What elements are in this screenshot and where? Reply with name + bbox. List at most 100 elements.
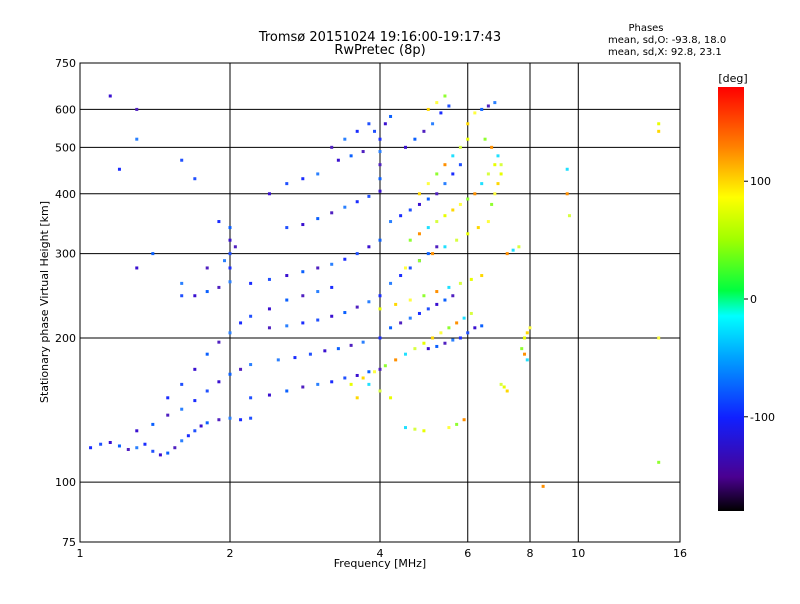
data-point — [389, 326, 393, 330]
data-point — [435, 302, 439, 306]
data-point — [378, 336, 382, 340]
data-point — [657, 336, 661, 340]
data-point — [316, 318, 320, 322]
data-point — [117, 167, 121, 171]
data-point — [435, 172, 439, 176]
data-point — [447, 104, 451, 108]
data-point — [285, 274, 289, 278]
data-point — [443, 245, 447, 249]
data-point — [435, 220, 439, 224]
data-point — [343, 376, 347, 380]
data-point — [462, 316, 466, 320]
data-point — [205, 421, 209, 425]
data-point — [355, 373, 359, 377]
data-point — [413, 347, 417, 351]
data-point — [223, 259, 227, 263]
data-point — [466, 137, 470, 141]
data-point — [373, 129, 377, 133]
data-point — [399, 214, 403, 218]
y-tick-label: 100 — [55, 476, 76, 489]
x-tick-label: 2 — [227, 547, 234, 560]
data-point — [378, 367, 382, 371]
data-point — [486, 172, 490, 176]
data-point — [330, 314, 334, 318]
data-point — [217, 220, 221, 224]
data-point — [443, 341, 447, 345]
y-tick-label: 200 — [55, 332, 76, 345]
data-point — [480, 107, 484, 111]
data-point — [367, 122, 371, 126]
data-point — [565, 192, 569, 196]
data-point — [476, 226, 480, 230]
data-point — [394, 358, 398, 362]
data-point — [158, 453, 162, 457]
data-point — [199, 424, 203, 428]
data-point — [166, 451, 170, 455]
data-point — [239, 418, 243, 422]
data-point — [408, 208, 412, 212]
data-point — [455, 422, 459, 426]
data-point — [355, 200, 359, 204]
data-point — [417, 311, 421, 315]
data-point — [394, 302, 398, 306]
y-tick-label: 300 — [55, 248, 76, 261]
data-point — [378, 189, 382, 193]
data-point — [349, 382, 353, 386]
data-point — [458, 336, 462, 340]
data-point — [217, 380, 221, 384]
data-point — [493, 101, 497, 105]
data-point — [355, 396, 359, 400]
data-point — [435, 101, 439, 105]
data-point — [355, 305, 359, 309]
data-point — [173, 446, 177, 450]
data-point — [336, 158, 340, 162]
data-point — [180, 382, 184, 386]
data-point — [89, 446, 93, 450]
data-point — [426, 347, 430, 351]
data-point — [330, 262, 334, 266]
data-point — [378, 137, 382, 141]
y-axis-label: Stationary phase Virtual Height [km] — [38, 201, 51, 403]
data-point — [249, 281, 253, 285]
data-point — [473, 192, 477, 196]
data-point — [228, 238, 232, 242]
data-point — [389, 281, 393, 285]
data-point — [361, 376, 365, 380]
data-point — [426, 182, 430, 186]
stats-heading: Phases — [628, 23, 663, 34]
data-point — [343, 137, 347, 141]
colorbar-ticks: 100 0 -100 — [744, 175, 775, 424]
data-point — [462, 418, 466, 422]
data-point — [367, 300, 371, 304]
data-point — [451, 154, 455, 158]
data-point — [480, 274, 484, 278]
data-point — [496, 154, 500, 158]
data-point — [267, 192, 271, 196]
x-axis-label: Frequency [MHz] — [334, 557, 426, 570]
data-point — [343, 257, 347, 261]
data-point — [413, 137, 417, 141]
data-point — [541, 484, 545, 488]
data-point — [135, 137, 139, 141]
y-tick-label: 750 — [55, 57, 76, 70]
data-point — [267, 307, 271, 311]
colorbar-tick-label: 0 — [750, 293, 757, 306]
data-point — [422, 429, 426, 433]
data-point — [228, 226, 232, 230]
data-point — [469, 311, 473, 315]
data-point — [180, 281, 184, 285]
data-point — [496, 182, 500, 186]
data-point — [205, 266, 209, 270]
data-point — [426, 307, 430, 311]
data-point — [285, 324, 289, 328]
data-point — [435, 192, 439, 196]
data-point — [399, 274, 403, 278]
data-point — [349, 154, 353, 158]
data-point — [301, 270, 305, 274]
data-point — [117, 444, 121, 448]
data-point — [426, 252, 430, 256]
data-point — [451, 172, 455, 176]
data-point — [435, 245, 439, 249]
data-point — [126, 447, 130, 451]
data-point — [378, 389, 382, 393]
